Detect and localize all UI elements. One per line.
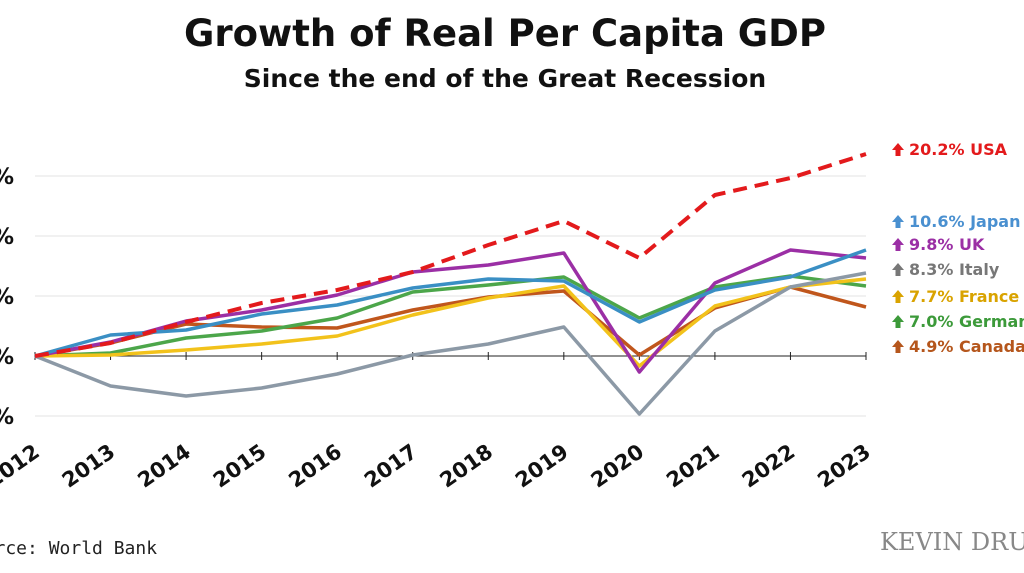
x-tick-label: 2013 <box>58 439 120 492</box>
x-tick-label: 2021 <box>662 439 724 492</box>
series-label-canada: 4.9% Canada <box>909 337 1024 356</box>
x-tick-label: 2023 <box>813 439 875 492</box>
up-arrow-icon <box>892 143 904 156</box>
up-arrow-icon <box>892 263 904 276</box>
source-note: Source: World Bank <box>0 538 158 559</box>
series-line-uk <box>34 248 867 374</box>
series-label-usa: 20.2% USA <box>909 140 1008 159</box>
series-label-italy: 8.3% Italy <box>909 260 1000 279</box>
x-tick-label: 2015 <box>209 439 271 492</box>
x-tick-label: 2019 <box>511 439 573 492</box>
y-tick-label: 18% <box>0 165 14 190</box>
y-tick-label: 6% <box>0 285 14 310</box>
watermark-logo: KEVIN DRUM <box>880 528 1024 556</box>
series-line-usa <box>34 152 867 358</box>
up-arrow-icon <box>892 290 904 303</box>
x-tick-label: 2022 <box>738 439 800 492</box>
series-line-italy <box>34 271 867 416</box>
series-line-canada <box>34 285 867 358</box>
up-arrow-icon <box>892 238 904 251</box>
x-tick-label: 2012 <box>0 439 44 492</box>
chart-subtitle: Since the end of the Great Recession <box>243 64 767 93</box>
up-arrow-icon <box>892 315 904 328</box>
up-arrow-icon <box>892 340 904 353</box>
y-tick-label: 12% <box>0 225 14 250</box>
up-arrow-icon <box>892 215 904 228</box>
series-label-japan: 10.6% Japan <box>909 212 1020 231</box>
y-tick-label: -6% <box>0 405 14 430</box>
x-tick-label: 2018 <box>435 439 497 492</box>
y-tick-label: 0% <box>0 345 14 370</box>
series-line-japan <box>34 248 867 358</box>
series-line-germany <box>34 274 867 358</box>
series-label-germany: 7.0% Germany <box>909 312 1024 331</box>
x-tick-label: 2020 <box>587 439 649 492</box>
series-label-france: 7.7% France <box>909 287 1019 306</box>
x-tick-label: 2014 <box>133 439 195 492</box>
series-label-uk: 9.8% UK <box>909 235 985 254</box>
series-line-france <box>34 277 867 368</box>
x-tick-label: 2016 <box>284 439 346 492</box>
chart-title: Growth of Real Per Capita GDP <box>183 12 826 55</box>
x-tick-label: 2017 <box>360 439 422 492</box>
